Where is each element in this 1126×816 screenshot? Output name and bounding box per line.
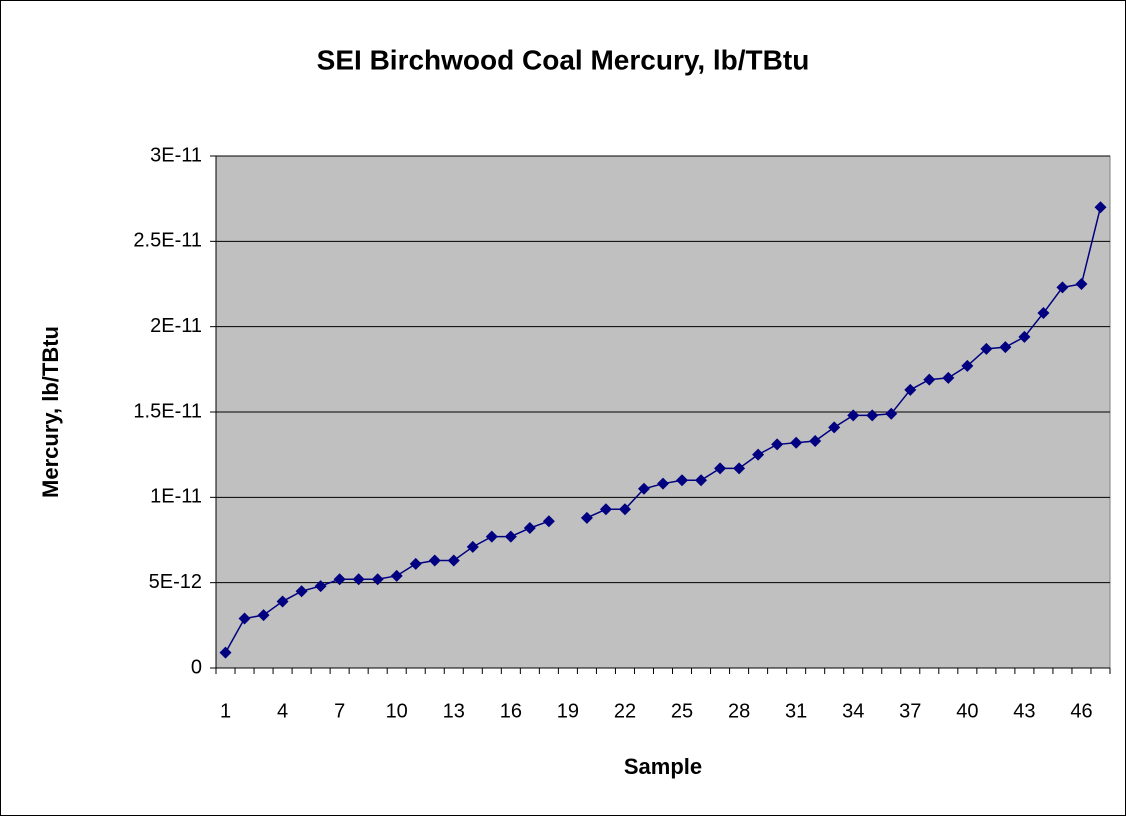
data-point — [1075, 278, 1088, 290]
data-point — [676, 474, 689, 487]
data-point — [1094, 201, 1107, 214]
y-tick-label: 2E-11 — [150, 315, 202, 337]
data-point — [847, 409, 860, 422]
y-tick-label: 0 — [191, 656, 202, 678]
y-tick-label: 5E-12 — [149, 571, 202, 593]
data-point — [733, 462, 746, 475]
data-point — [371, 573, 384, 586]
y-tick-label: 1E-11 — [150, 486, 202, 508]
x-tick-label: 31 — [785, 700, 807, 722]
data-point — [409, 557, 422, 570]
data-point — [390, 569, 403, 582]
data-point — [466, 540, 479, 553]
x-tick-label: 28 — [728, 700, 750, 722]
data-point — [257, 609, 270, 622]
x-tick-label: 4 — [277, 700, 288, 722]
data-point — [771, 438, 784, 451]
data-point — [295, 585, 308, 598]
y-tick-label: 3E-11 — [150, 144, 202, 166]
data-point — [657, 477, 669, 490]
data-point — [828, 421, 841, 434]
data-point — [809, 435, 822, 448]
data-point — [447, 554, 460, 567]
data-point — [352, 573, 365, 586]
data-point — [942, 371, 955, 384]
data-point — [1018, 330, 1031, 343]
data-point — [504, 530, 517, 543]
y-tick-label: 2.5E-11 — [133, 230, 202, 252]
data-point — [714, 462, 727, 475]
y-tick-label: 1.5E-11 — [133, 400, 202, 422]
data-point — [428, 554, 441, 567]
y-axis-label: Mercury, lb/TBtu — [38, 326, 63, 498]
data-point — [923, 373, 936, 386]
data-point — [580, 511, 593, 524]
data-point — [752, 448, 765, 461]
data-point — [333, 573, 346, 586]
x-tick-label: 22 — [614, 700, 636, 722]
chart-title: SEI Birchwood Coal Mercury, lb/TBtu — [317, 44, 810, 75]
data-point — [485, 530, 498, 543]
data-point — [637, 482, 650, 495]
data-point — [885, 407, 898, 420]
data-point — [1056, 281, 1069, 294]
data-point — [999, 341, 1012, 354]
data-point — [866, 409, 879, 422]
x-tick-label: 10 — [386, 700, 408, 722]
x-tick-label: 1 — [220, 700, 231, 722]
data-point — [276, 595, 289, 608]
data-point — [961, 359, 974, 372]
x-tick-label: 16 — [500, 700, 522, 722]
data-point — [219, 646, 232, 659]
x-tick-label: 34 — [842, 700, 864, 722]
data-point — [790, 436, 803, 449]
data-point — [523, 522, 536, 535]
data-point — [1037, 307, 1050, 320]
data-point — [695, 474, 708, 487]
x-axis-label: Sample — [624, 754, 702, 779]
data-point — [542, 515, 555, 528]
x-tick-label: 40 — [956, 700, 978, 722]
x-tick-label: 13 — [443, 700, 465, 722]
data-point — [980, 342, 993, 355]
x-tick-label: 7 — [334, 700, 345, 722]
x-tick-label: 19 — [557, 700, 579, 722]
data-point — [618, 503, 631, 516]
x-tick-label: 37 — [899, 700, 921, 722]
x-tick-label: 46 — [1070, 700, 1092, 722]
x-tick-label: 43 — [1013, 700, 1035, 722]
data-point — [904, 383, 917, 396]
data-point — [314, 580, 327, 593]
x-tick-label: 25 — [671, 700, 693, 722]
data-point — [238, 612, 251, 625]
data-point — [599, 503, 612, 516]
